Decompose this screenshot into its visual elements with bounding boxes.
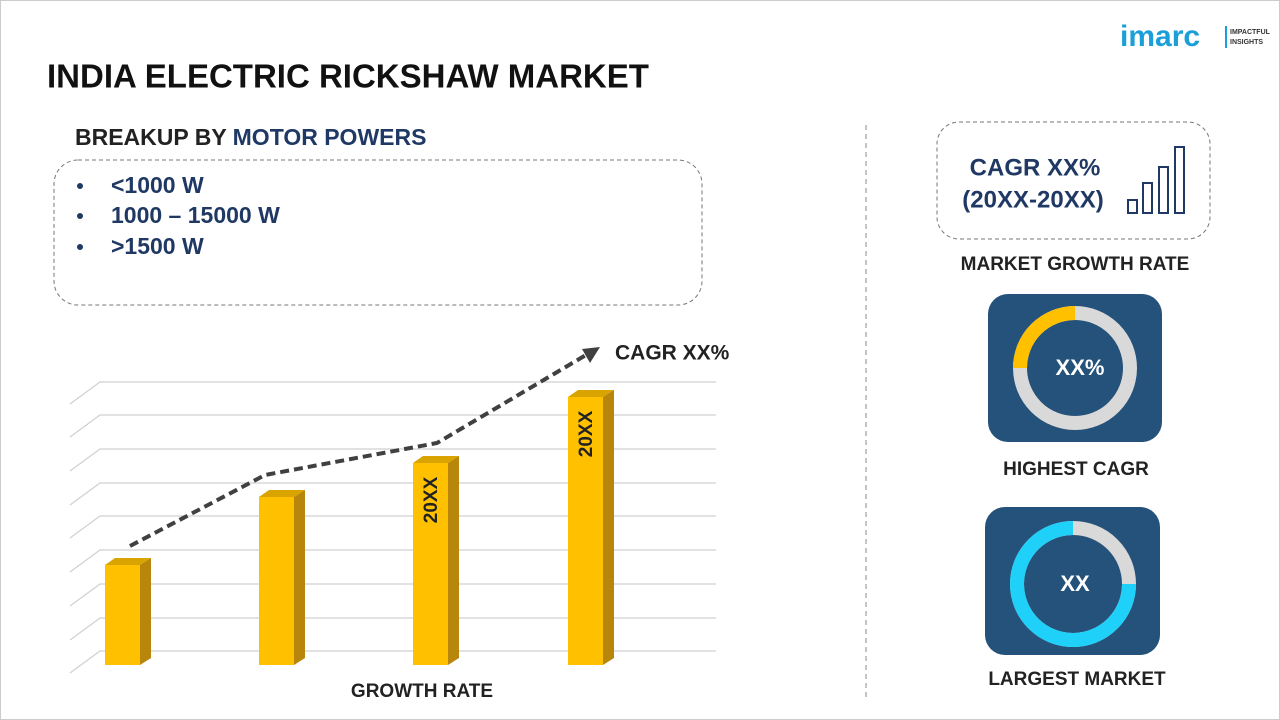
list-item: <1000 W bbox=[111, 172, 204, 198]
list-item: 1000 – 15000 W bbox=[111, 202, 280, 228]
panel-caption: LARGEST MARKET bbox=[988, 669, 1166, 690]
bar bbox=[259, 490, 305, 665]
trend-line bbox=[129, 353, 588, 548]
logo-tagline: INSIGHTS bbox=[1230, 39, 1263, 46]
bullet bbox=[77, 244, 83, 250]
panel-caption: HIGHEST CAGR bbox=[1003, 459, 1149, 480]
chart-caption: GROWTH RATE bbox=[351, 681, 493, 702]
chart-grid bbox=[69, 381, 716, 674]
bullet bbox=[77, 213, 83, 219]
grid-line bbox=[69, 515, 716, 539]
cagr-text: (20XX-20XX) bbox=[962, 186, 1103, 213]
list-item: >1500 W bbox=[111, 233, 204, 259]
logo: imarc IMPACTFUL INSIGHTS bbox=[1120, 20, 1271, 53]
donut-value: XX bbox=[1060, 571, 1090, 596]
bar-icon bbox=[1127, 146, 1185, 214]
chart-cagr: CAGR XX% bbox=[615, 342, 730, 365]
grid-line bbox=[69, 381, 716, 405]
donut-value: XX% bbox=[1056, 355, 1105, 380]
grid-line bbox=[69, 549, 716, 573]
breakup-box bbox=[53, 159, 703, 306]
bar bbox=[568, 390, 614, 665]
donut-arc bbox=[1010, 521, 1136, 647]
bullet bbox=[77, 183, 83, 189]
breakup-list: <1000 W 1000 – 15000 W >1500 W bbox=[77, 172, 280, 259]
bar-label: 20XX bbox=[421, 476, 442, 523]
trend-arrow bbox=[582, 347, 600, 363]
grid-line bbox=[69, 414, 716, 438]
breakup-segment: MOTOR POWERS bbox=[233, 124, 427, 150]
grid-line bbox=[69, 617, 716, 641]
cagr-text: CAGR XX% bbox=[970, 154, 1101, 181]
panel-caption: MARKET GROWTH RATE bbox=[961, 254, 1190, 275]
title: INDIA ELECTRIC RICKSHAW MARKET bbox=[47, 58, 649, 95]
cagr-box bbox=[936, 121, 1211, 240]
bar bbox=[105, 558, 151, 665]
breakup-prefix: BREAKUP BY bbox=[75, 124, 226, 150]
logo-tagline: IMPACTFUL bbox=[1230, 29, 1271, 36]
breakup-heading: BREAKUP BY MOTOR POWERS bbox=[75, 124, 426, 150]
bars bbox=[105, 390, 614, 665]
logo-brand: imarc bbox=[1120, 20, 1200, 53]
grid-line bbox=[69, 583, 716, 607]
donut-arc bbox=[1013, 306, 1076, 369]
grid-line bbox=[69, 650, 716, 674]
bar bbox=[413, 456, 459, 665]
grid-line bbox=[69, 448, 716, 472]
bar-label: 20XX bbox=[576, 410, 597, 457]
grid-line bbox=[69, 482, 716, 506]
